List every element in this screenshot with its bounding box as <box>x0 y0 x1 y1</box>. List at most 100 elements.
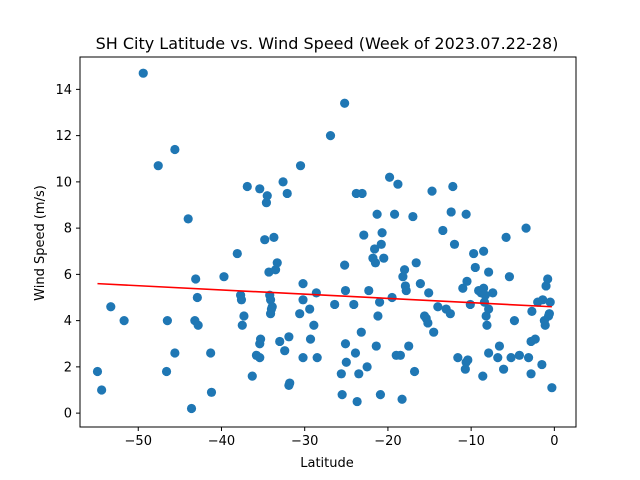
data-point <box>311 288 321 298</box>
data-point <box>138 68 148 78</box>
data-point <box>371 341 381 351</box>
data-point <box>262 191 272 201</box>
data-point <box>337 390 347 400</box>
axes-frame <box>79 56 577 428</box>
data-point <box>488 288 498 298</box>
data-point <box>350 348 361 358</box>
data-point <box>462 276 472 286</box>
data-point <box>206 387 217 397</box>
data-point <box>387 292 397 303</box>
data-point <box>153 161 163 171</box>
data-point <box>357 188 367 199</box>
data-point <box>298 295 308 305</box>
data-point <box>275 336 285 347</box>
data-point <box>480 290 490 300</box>
x-tick-label: −50 <box>125 434 152 449</box>
data-point <box>397 394 407 404</box>
data-point <box>372 209 382 219</box>
data-point <box>340 98 350 108</box>
data-point <box>526 369 536 379</box>
data-point <box>384 172 395 182</box>
y-tick-label: 12 <box>55 129 72 144</box>
data-point <box>237 320 247 330</box>
data-point <box>193 320 203 330</box>
data-point <box>269 232 279 242</box>
data-point <box>481 311 491 321</box>
data-point <box>370 244 380 254</box>
data-point <box>424 288 434 298</box>
data-point <box>375 390 386 400</box>
data-point <box>415 279 425 289</box>
data-point <box>463 355 473 365</box>
data-point <box>285 378 295 388</box>
data-point <box>509 316 520 326</box>
data-point <box>340 260 350 270</box>
data-point <box>341 357 351 367</box>
data-point <box>162 316 172 326</box>
data-point <box>545 297 555 307</box>
y-tick-label: 8 <box>64 222 72 237</box>
data-point <box>449 239 460 249</box>
data-points <box>92 68 557 414</box>
data-point <box>370 258 381 268</box>
data-point <box>404 341 414 351</box>
x-tick-label: −10 <box>457 434 484 449</box>
data-point <box>298 353 308 363</box>
data-point <box>538 295 548 305</box>
data-point <box>284 332 294 342</box>
x-tick-label: 0 <box>550 434 558 449</box>
data-point <box>543 274 553 284</box>
data-point <box>265 309 276 319</box>
data-point <box>494 341 505 351</box>
ticks: −50 −40 −30 −20 −10 0 0 2 4 6 8 10 12 14 <box>55 83 558 449</box>
y-tick-label: 10 <box>55 175 72 190</box>
data-point <box>389 209 400 219</box>
data-point <box>429 327 439 337</box>
data-point <box>267 302 277 312</box>
data-point <box>399 265 410 275</box>
data-point <box>295 161 306 171</box>
data-point <box>255 353 265 363</box>
data-point <box>458 283 468 293</box>
data-point <box>261 198 272 208</box>
data-point <box>186 403 197 414</box>
y-tick-label: 6 <box>64 268 72 283</box>
data-point <box>438 225 448 236</box>
data-point <box>484 267 494 277</box>
y-tick-label: 2 <box>64 360 72 375</box>
data-point <box>191 274 201 284</box>
data-point <box>239 311 249 321</box>
data-point <box>499 364 509 374</box>
data-point <box>305 304 315 314</box>
data-point <box>170 348 180 358</box>
data-point <box>433 302 443 312</box>
axes <box>79 56 577 428</box>
data-point <box>461 209 471 219</box>
data-point <box>255 334 266 344</box>
data-point <box>362 362 372 372</box>
data-point <box>170 144 180 155</box>
data-point <box>219 272 229 282</box>
data-point <box>206 348 216 358</box>
data-point <box>359 230 369 240</box>
data-point <box>448 181 458 192</box>
data-point <box>484 304 494 314</box>
data-point <box>460 364 470 374</box>
data-point <box>540 320 550 330</box>
data-point <box>478 371 488 381</box>
data-point <box>453 353 463 363</box>
data-point <box>401 285 411 296</box>
data-point <box>523 353 534 363</box>
data-point <box>423 318 433 328</box>
data-point <box>465 299 475 310</box>
y-tick-label: 14 <box>55 83 72 98</box>
data-point <box>395 350 405 360</box>
x-axis-label: Latitude <box>300 456 354 471</box>
data-point <box>409 366 420 377</box>
data-point <box>330 299 340 310</box>
data-point <box>377 228 387 238</box>
data-point <box>445 309 455 319</box>
x-tick-label: −40 <box>208 434 235 449</box>
data-point <box>92 366 103 377</box>
